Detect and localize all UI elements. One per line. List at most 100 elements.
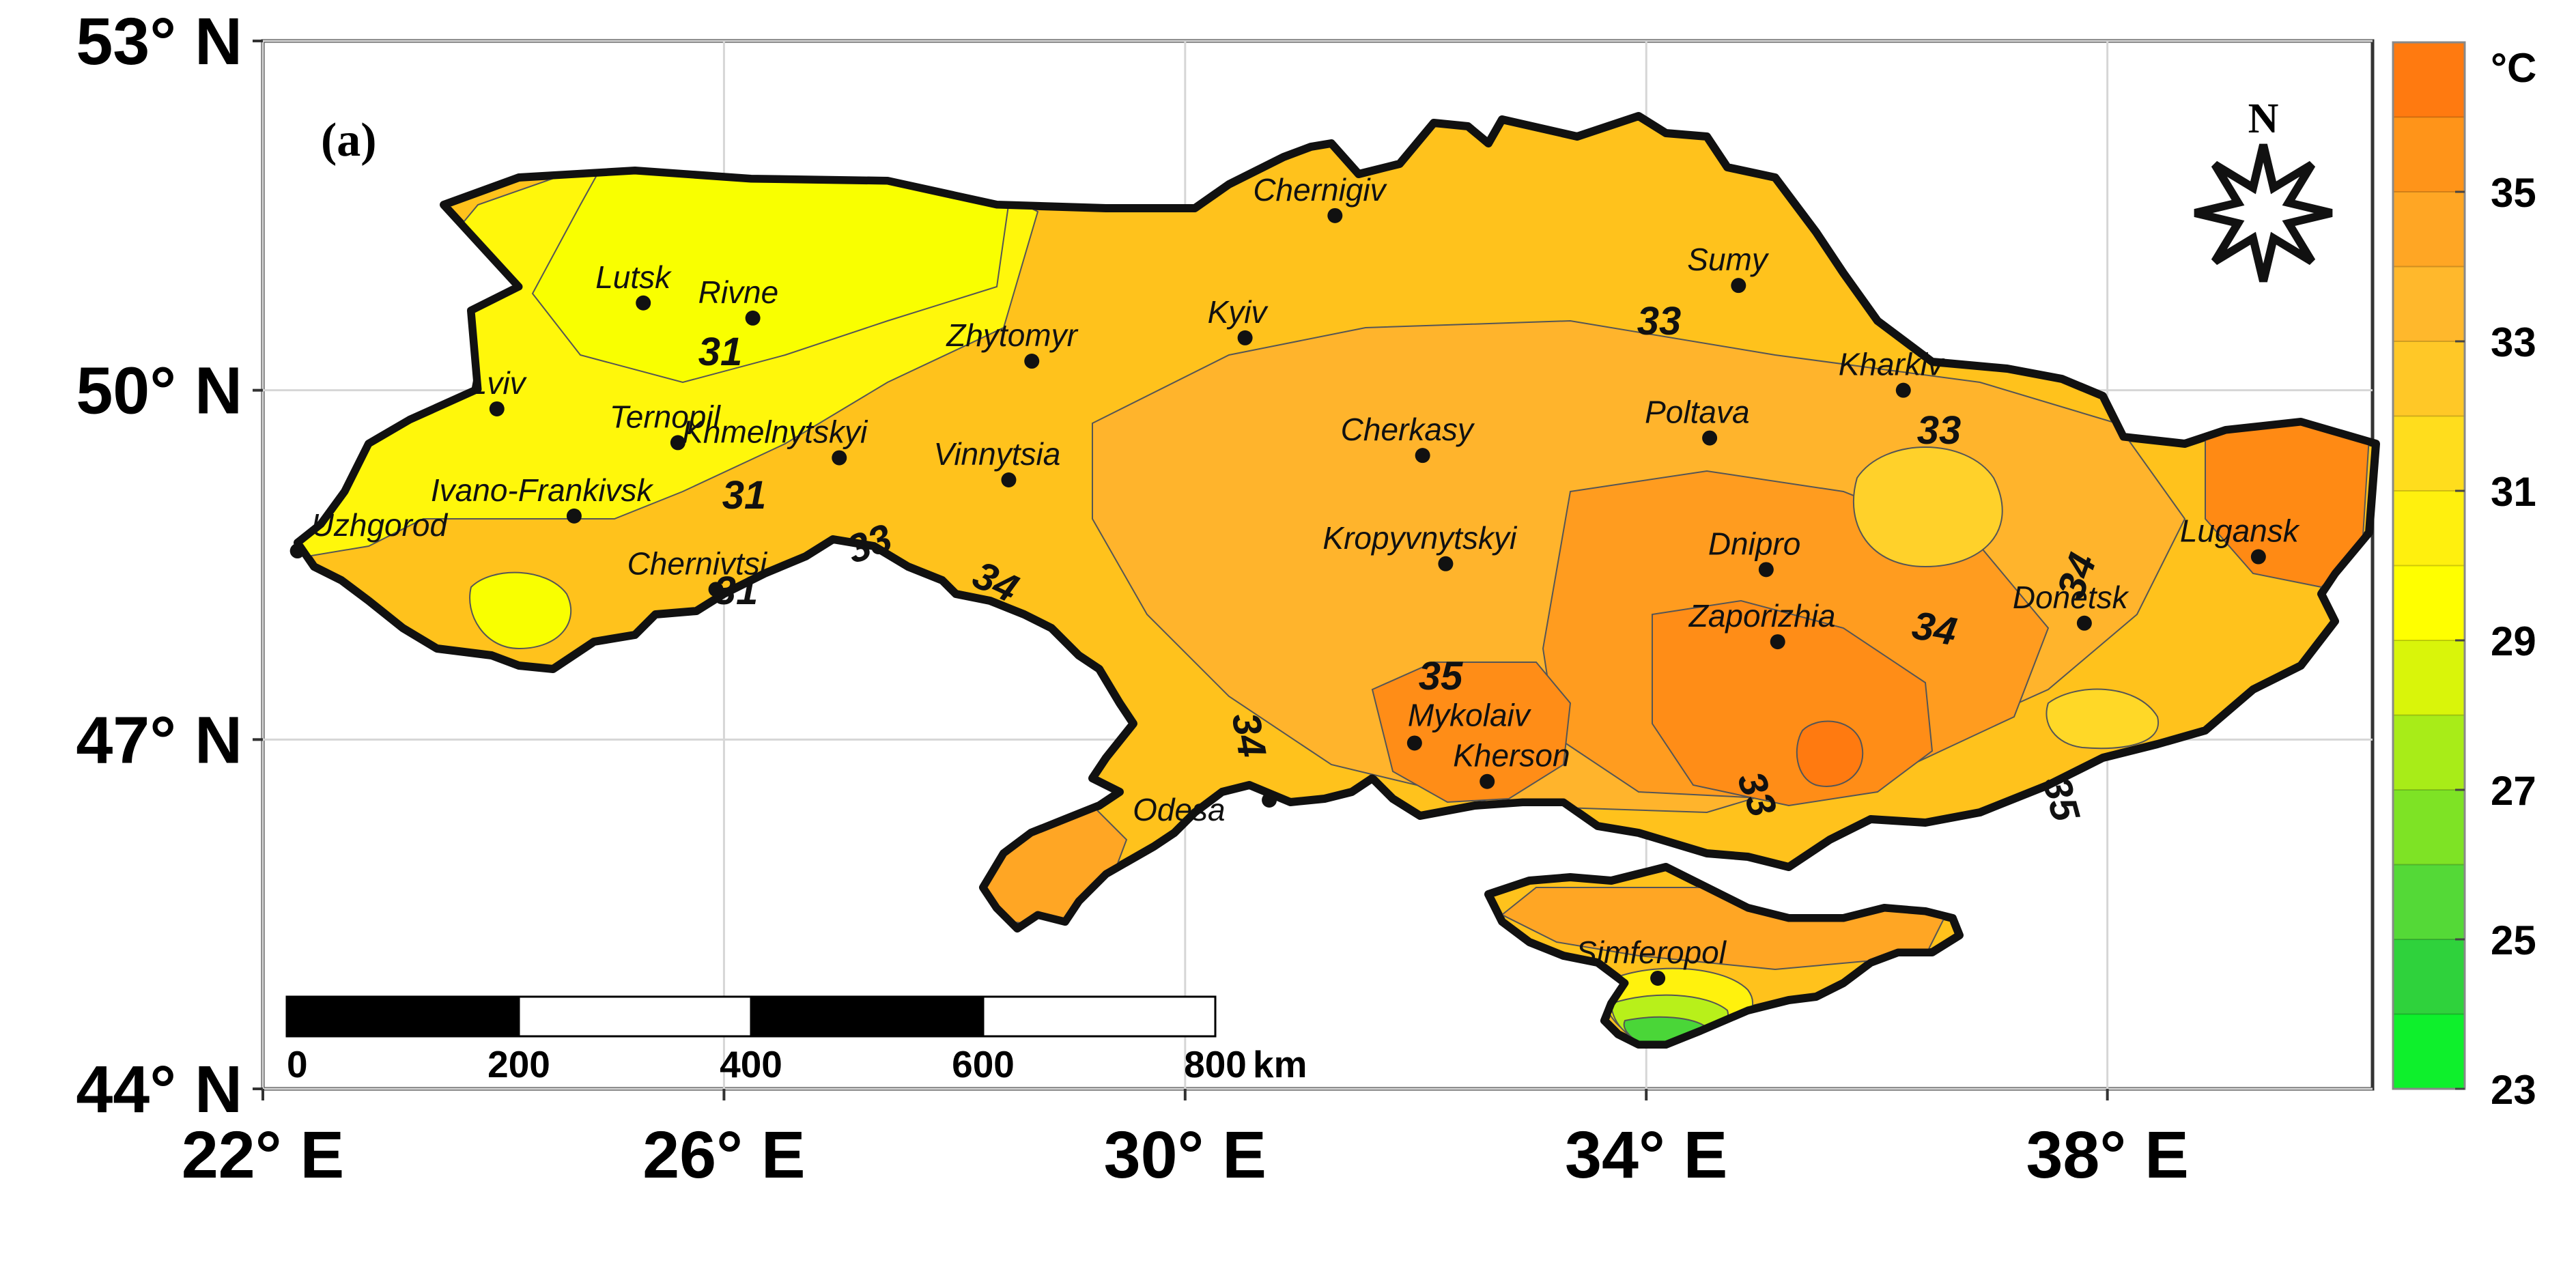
compass-star (2194, 143, 2333, 283)
colorbar-step (2393, 790, 2465, 866)
city-lutsk: Lutsk (595, 259, 672, 311)
contour-label: 33 (1637, 299, 1682, 343)
city-label: Ivano-Frankivsk (431, 472, 654, 508)
city-dot (1650, 970, 1666, 986)
city-dot (1001, 472, 1017, 487)
city-cherkasy: Cherkasy (1341, 412, 1475, 464)
city-dot (636, 295, 651, 311)
city-chernigiv: Chernigiv (1253, 172, 1388, 223)
city-ivano-frankivsk: Ivano-Frankivsk (431, 472, 654, 524)
city-dot (832, 450, 847, 466)
scale-bar-label: 400 (720, 1043, 782, 1085)
scale-bar-segment (285, 995, 520, 1038)
city-dot (489, 401, 505, 416)
colorbar-label: 33 (2491, 319, 2536, 365)
city-label: Lviv (470, 365, 528, 401)
city-label: Lutsk (595, 259, 672, 295)
colorbar-label: 27 (2491, 768, 2536, 814)
contour-label: 34 (1909, 603, 1960, 654)
city-dot (1237, 330, 1253, 345)
city-label: Khmelnytskyi (682, 414, 868, 450)
city-kherson: Kherson (1453, 738, 1570, 789)
city-label: Uzhgorod (311, 507, 449, 543)
north-arrow-icon: N (2194, 96, 2333, 283)
colorbar-step (2393, 640, 2465, 716)
city-label: Kyiv (1208, 294, 1269, 330)
latitude-label: 44° N (76, 1052, 242, 1126)
city-odesa: Odesa (1133, 792, 1277, 827)
colorbar-step (2393, 416, 2465, 492)
city-dot (1770, 634, 1785, 650)
city-label: Chernigiv (1253, 172, 1387, 208)
city-ternopil: Ternopil (610, 399, 722, 451)
city-dot (1758, 562, 1774, 578)
city-label: Poltava (1645, 395, 1749, 430)
latitude-axis-labels: 53° N 50° N 47° N 44° N (76, 4, 263, 1126)
city-dot (1262, 793, 1277, 808)
latitude-label: 53° N (76, 4, 242, 79)
contour-label: 34 (1223, 709, 1275, 760)
longitude-label: 26° E (642, 1118, 805, 1192)
ukraine-map (294, 112, 2380, 1049)
contour-label: 35 (1419, 654, 1463, 698)
scale-bar-unit: km (1253, 1043, 1307, 1085)
city-uzhgorod: Uzhgorod (289, 507, 449, 559)
city-dot (2250, 549, 2266, 565)
city-khmelnytskyi: Khmelnytskyi (682, 414, 868, 466)
city-zaporizhia: Zaporizhia (1688, 598, 1836, 650)
colorbar-step (2393, 117, 2465, 193)
scale-bar-label: 800 (1184, 1043, 1247, 1085)
scale-bar-segment (982, 995, 1217, 1038)
city-zhytomyr: Zhytomyr (946, 317, 1079, 369)
scale-bar-label: 0 (287, 1043, 308, 1085)
city-simferopol: Simferopol (1576, 935, 1727, 986)
city-label: Odesa (1133, 792, 1226, 827)
city-label: Mykolaiv (1408, 697, 1532, 733)
city-label: Vinnytsia (933, 436, 1060, 472)
contour-label: 33 (1917, 408, 1962, 453)
colorbar-label: 23 (2491, 1067, 2536, 1113)
zone-31-small (469, 571, 572, 650)
colorbar-unit: °C (2491, 45, 2536, 91)
temperature-zones (298, 142, 2370, 1044)
colorbar-step (2393, 266, 2465, 342)
city-label: Ternopil (610, 399, 722, 434)
city-sumy: Sumy (1687, 242, 1770, 294)
scale-bar-segment (750, 995, 985, 1038)
city-label: Chernivtsi (627, 545, 768, 581)
city-label: Kherson (1453, 738, 1570, 773)
city-label: Simferopol (1576, 935, 1727, 970)
city-label: Zaporizhia (1688, 598, 1836, 634)
city-label: Sumy (1687, 242, 1770, 277)
city-chernivtsi: Chernivtsi (627, 545, 768, 597)
city-label: Donetsk (2013, 580, 2129, 615)
city-dot (1406, 735, 1422, 751)
city-dot (745, 310, 761, 326)
city-dot (2076, 615, 2092, 631)
colorbar-step (2393, 715, 2465, 791)
panel-label: (a) (321, 114, 377, 167)
city-lugansk: Lugansk (2180, 513, 2300, 565)
colorbar-label: 35 (2491, 170, 2536, 216)
longitude-axis-labels: 22° E 26° E 30° E 34° E 38° E (182, 1089, 2189, 1192)
city-dot (1702, 430, 1718, 446)
city-label: Lugansk (2180, 513, 2300, 549)
contour-label: 31 (722, 473, 767, 517)
longitude-label: 30° E (1104, 1118, 1266, 1192)
city-dot (1024, 354, 1040, 369)
colorbar-step (2393, 341, 2465, 417)
city-dot (1480, 773, 1495, 789)
colorbar-label: 31 (2491, 469, 2536, 515)
city-dot (1415, 448, 1430, 464)
latitude-label: 50° N (76, 354, 242, 428)
colorbar-step (2393, 192, 2465, 268)
longitude-label: 38° E (2026, 1118, 2188, 1192)
city-kropyvnytskyi: Kropyvnytskyi (1322, 520, 1518, 571)
colorbar-frame (2392, 41, 2466, 1090)
colorbar-step (2393, 864, 2465, 940)
city-label: Dnipro (1708, 526, 1801, 561)
scale-bar-segment (518, 995, 752, 1038)
city-dot (708, 582, 724, 597)
colorbar-step (2393, 565, 2465, 641)
